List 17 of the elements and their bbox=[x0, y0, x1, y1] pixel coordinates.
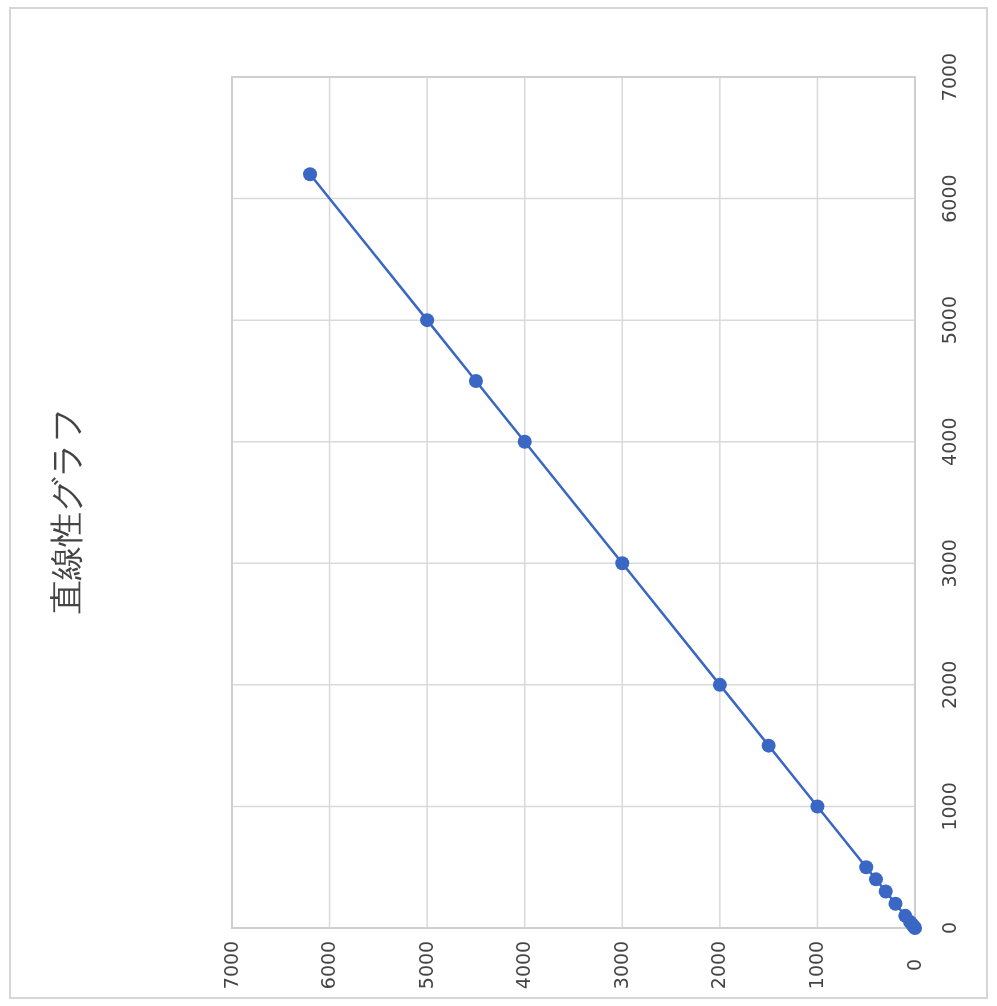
x-tick-label: 2000 bbox=[707, 940, 730, 990]
y-tick-label: 0 bbox=[937, 921, 960, 935]
y-tick-label: 5000 bbox=[937, 295, 960, 345]
x-tick-label: 7000 bbox=[219, 940, 242, 990]
y-tick-label: 6000 bbox=[937, 174, 960, 223]
y-tick-label: 4000 bbox=[937, 417, 960, 466]
y-tick-label: 7000 bbox=[937, 52, 960, 102]
x-tick-label: 6000 bbox=[317, 940, 340, 990]
text: 直線性グラフ bbox=[45, 406, 86, 614]
x-tick-label: 3000 bbox=[609, 940, 632, 990]
y-tick-label: 3000 bbox=[937, 539, 960, 588]
x-tick-label: 5000 bbox=[414, 940, 437, 990]
x-tick-label: 1000 bbox=[804, 940, 827, 990]
x-tick-label: 0 bbox=[902, 958, 925, 972]
y-tick-label: 2000 bbox=[937, 660, 960, 710]
x-tick-label: 4000 bbox=[512, 940, 535, 990]
y-tick-label: 1000 bbox=[937, 782, 960, 831]
